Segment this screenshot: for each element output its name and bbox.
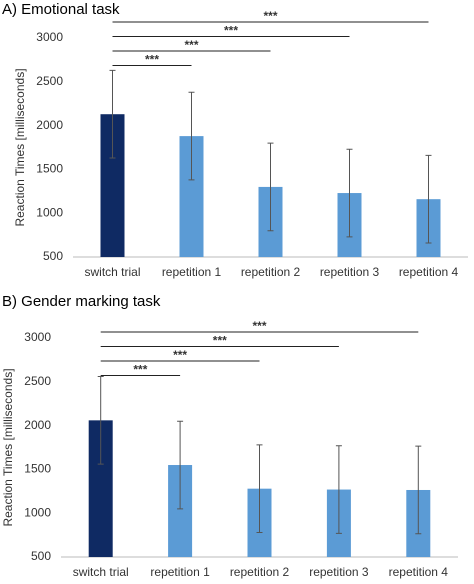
y-axis-label: Reaction Times [milliseconds] <box>1 368 15 526</box>
x-tick-label: repetition 2 <box>241 265 301 279</box>
error-bar <box>109 69 116 159</box>
y-tick-label: 500 <box>43 249 63 263</box>
y-tick-label: 2000 <box>24 418 51 432</box>
y-tick-label: 1000 <box>36 205 63 219</box>
error-bar <box>97 376 104 465</box>
significance-label: *** <box>224 24 238 38</box>
y-tick-label: 1500 <box>24 462 51 476</box>
x-tick-label: repetition 3 <box>309 565 369 579</box>
y-tick-label: 3000 <box>36 30 63 44</box>
significance-label: *** <box>263 9 277 23</box>
significance-label: *** <box>213 334 227 348</box>
significance-label: *** <box>133 363 147 377</box>
x-tick-label: repetition 4 <box>399 265 459 279</box>
y-tick-label: 2500 <box>36 74 63 88</box>
significance-label: *** <box>145 53 159 67</box>
error-bar <box>415 445 422 535</box>
error-bar <box>335 445 342 534</box>
y-tick-label: 3000 <box>24 330 51 344</box>
x-tick-label: repetition 1 <box>150 565 210 579</box>
chart-title: A) Emotional task <box>2 1 120 18</box>
significance-label: *** <box>252 319 266 333</box>
x-tick-label: switch trial <box>84 265 140 279</box>
chart-title: B) Gender marking task <box>2 293 161 310</box>
y-tick-label: 500 <box>31 549 51 563</box>
significance-label: *** <box>173 348 187 362</box>
x-tick-label: repetition 2 <box>230 565 290 579</box>
error-bar <box>267 142 274 232</box>
y-tick-label: 1500 <box>36 162 63 176</box>
x-tick-label: repetition 1 <box>162 265 222 279</box>
error-bar <box>256 444 263 533</box>
x-tick-label: switch trial <box>73 565 129 579</box>
y-axis-label: Reaction Times [milliseconds] <box>13 68 27 226</box>
y-tick-label: 2500 <box>24 374 51 388</box>
significance-label: *** <box>184 38 198 52</box>
error-bar <box>425 154 432 244</box>
error-bar <box>188 91 195 181</box>
y-tick-label: 1000 <box>24 505 51 519</box>
x-tick-label: repetition 3 <box>320 265 380 279</box>
x-tick-label: repetition 4 <box>389 565 449 579</box>
error-bar <box>177 420 184 510</box>
y-tick-label: 2000 <box>36 118 63 132</box>
error-bar <box>346 148 353 238</box>
